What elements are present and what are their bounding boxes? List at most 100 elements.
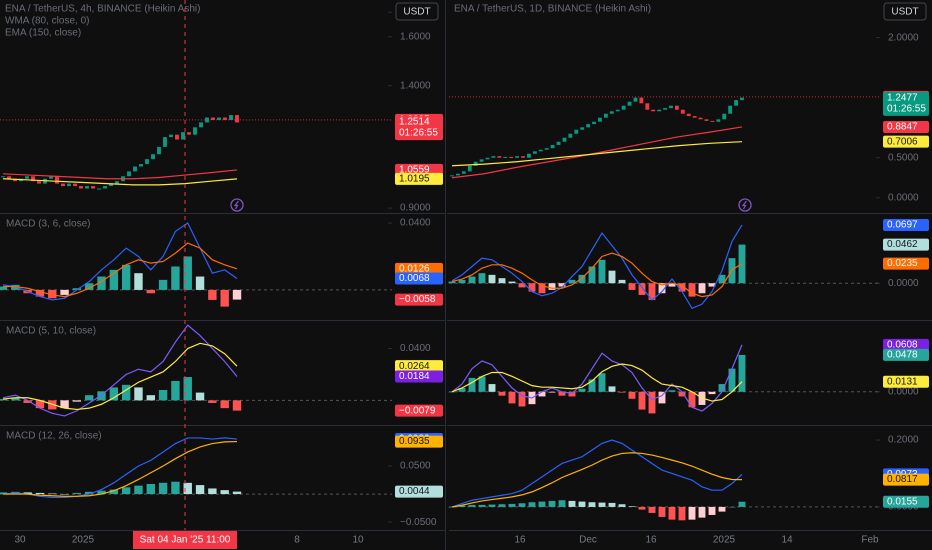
histogram-bar <box>220 400 229 409</box>
histogram-bar <box>548 391 556 393</box>
histogram-bar <box>698 506 706 518</box>
candle <box>133 166 137 172</box>
candle <box>13 178 17 182</box>
currency-button[interactable] <box>883 2 927 21</box>
histogram-bar <box>448 506 456 508</box>
histogram-bar <box>85 283 94 290</box>
candle <box>633 97 638 102</box>
alert-icon[interactable] <box>230 198 244 212</box>
alert-icon[interactable] <box>738 198 752 212</box>
y-tick-label: 0.0000 <box>888 192 919 203</box>
histogram-bar <box>468 276 476 284</box>
currency-label[interactable]: USDT <box>403 7 430 18</box>
histogram-bar <box>618 391 626 393</box>
indicator-line <box>2 169 238 180</box>
candle <box>79 186 83 189</box>
histogram-bar <box>558 283 566 287</box>
histogram-bar <box>109 269 119 290</box>
candle <box>7 176 11 179</box>
histogram-bar <box>171 380 180 401</box>
y-tick-label: 0.0500 <box>400 461 431 472</box>
currency-label[interactable]: USDT <box>891 7 918 18</box>
histogram-bar <box>558 500 566 507</box>
histogram-bar <box>488 274 496 284</box>
candle <box>109 183 113 187</box>
histogram-bar <box>718 506 726 512</box>
price-tag <box>883 495 929 508</box>
histogram-bar <box>668 506 676 520</box>
histogram-bar <box>708 283 716 287</box>
histogram-bar <box>146 483 155 495</box>
candle <box>97 188 101 190</box>
y-tick-label: 2.0000 <box>888 32 919 43</box>
candle <box>669 105 673 109</box>
histogram-bar <box>183 256 192 290</box>
histogram-bar <box>11 397 20 401</box>
price-tag-label: 0.0155 <box>887 496 918 507</box>
histogram-bar <box>538 283 546 294</box>
histogram-bar <box>678 391 686 397</box>
histogram-bar <box>498 391 506 396</box>
y-tick-label: 0.0000 <box>888 278 919 289</box>
candle <box>497 156 502 158</box>
histogram-bar <box>498 504 506 507</box>
indicator-line <box>2 324 238 417</box>
histogram-bar <box>183 482 192 495</box>
indicator-line <box>3 440 238 497</box>
time-label: 2025 <box>713 535 736 546</box>
price-tag <box>395 172 443 185</box>
price-tag-label: 0.0184 <box>399 371 430 382</box>
candle <box>692 116 697 118</box>
price-tag <box>395 262 443 275</box>
histogram-bar <box>548 500 556 507</box>
indicator-line <box>451 363 743 402</box>
price-tag-label: 0.0131 <box>887 376 918 387</box>
candle <box>574 129 579 134</box>
candle <box>467 165 472 172</box>
histogram-bar <box>578 501 586 507</box>
y-tick-label: −0.0500 <box>400 517 437 528</box>
candle <box>199 122 203 128</box>
histogram-bar <box>23 400 32 403</box>
candle <box>127 171 131 177</box>
candle <box>556 141 561 145</box>
histogram-bar <box>598 259 606 284</box>
histogram-bar <box>728 506 736 508</box>
price-tag-label: 0.0044 <box>399 486 430 497</box>
price-tag-label: 0.0608 <box>887 340 918 351</box>
histogram-bar <box>558 391 566 396</box>
indicator-line <box>451 439 743 508</box>
histogram-bar <box>60 289 69 295</box>
candle <box>157 146 161 155</box>
histogram-bar <box>458 505 466 507</box>
histogram-bar <box>598 502 606 507</box>
candle <box>55 176 59 184</box>
currency-button[interactable] <box>395 2 439 21</box>
candle <box>473 161 478 166</box>
histogram-bar <box>608 502 616 507</box>
histogram-bar <box>121 384 131 401</box>
histogram-bar <box>468 504 476 507</box>
candle <box>527 153 531 158</box>
histogram-bar <box>488 384 496 392</box>
histogram-bar <box>134 485 143 495</box>
candle <box>538 149 543 152</box>
candle <box>73 183 77 187</box>
time-label: 30 <box>14 535 26 546</box>
histogram-bar <box>72 492 82 495</box>
histogram-bar <box>638 391 646 410</box>
candle <box>235 115 239 123</box>
histogram-bar <box>171 481 180 495</box>
histogram-bar <box>518 283 526 288</box>
candle <box>115 181 119 184</box>
histogram-bar <box>60 494 69 495</box>
histogram-bar <box>688 283 696 297</box>
price-tag-label: 0.0478 <box>887 350 918 361</box>
histogram-bar <box>508 391 516 404</box>
histogram-bar <box>208 289 217 300</box>
candle <box>651 109 656 112</box>
histogram-bar <box>588 266 596 284</box>
histogram-bar <box>648 391 656 414</box>
price-tag-label: −0.0058 <box>399 294 436 305</box>
histogram-bar <box>232 400 242 411</box>
